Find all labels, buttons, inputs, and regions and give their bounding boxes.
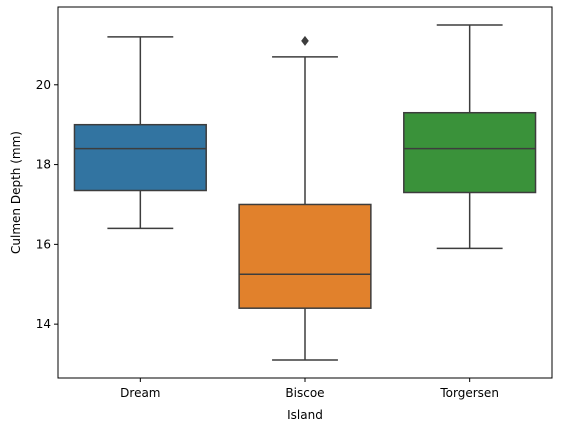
box-group-biscoe [239, 37, 371, 360]
x-tick-label-dream: Dream [120, 386, 160, 400]
y-tick-label-20: 20 [36, 78, 51, 92]
y-tick-label-18: 18 [36, 158, 51, 172]
outlier-biscoe [302, 37, 308, 45]
y-axis: 14 16 18 20 [36, 78, 58, 331]
y-tick-label-16: 16 [36, 237, 51, 251]
box-group-dream [74, 37, 206, 228]
x-tick-label-biscoe: Biscoe [285, 386, 324, 400]
x-axis: Dream Biscoe Torgersen [120, 378, 499, 400]
boxes-layer [74, 25, 535, 360]
y-tick-label-14: 14 [36, 317, 51, 331]
x-axis-label: Island [287, 408, 323, 422]
box-torgersen [404, 113, 536, 193]
box-group-torgersen [404, 25, 536, 248]
box-dream [74, 125, 206, 191]
y-axis-label: Culmen Depth (mm) [9, 131, 23, 254]
x-tick-label-torgersen: Torgersen [439, 386, 499, 400]
box-biscoe [239, 204, 371, 308]
